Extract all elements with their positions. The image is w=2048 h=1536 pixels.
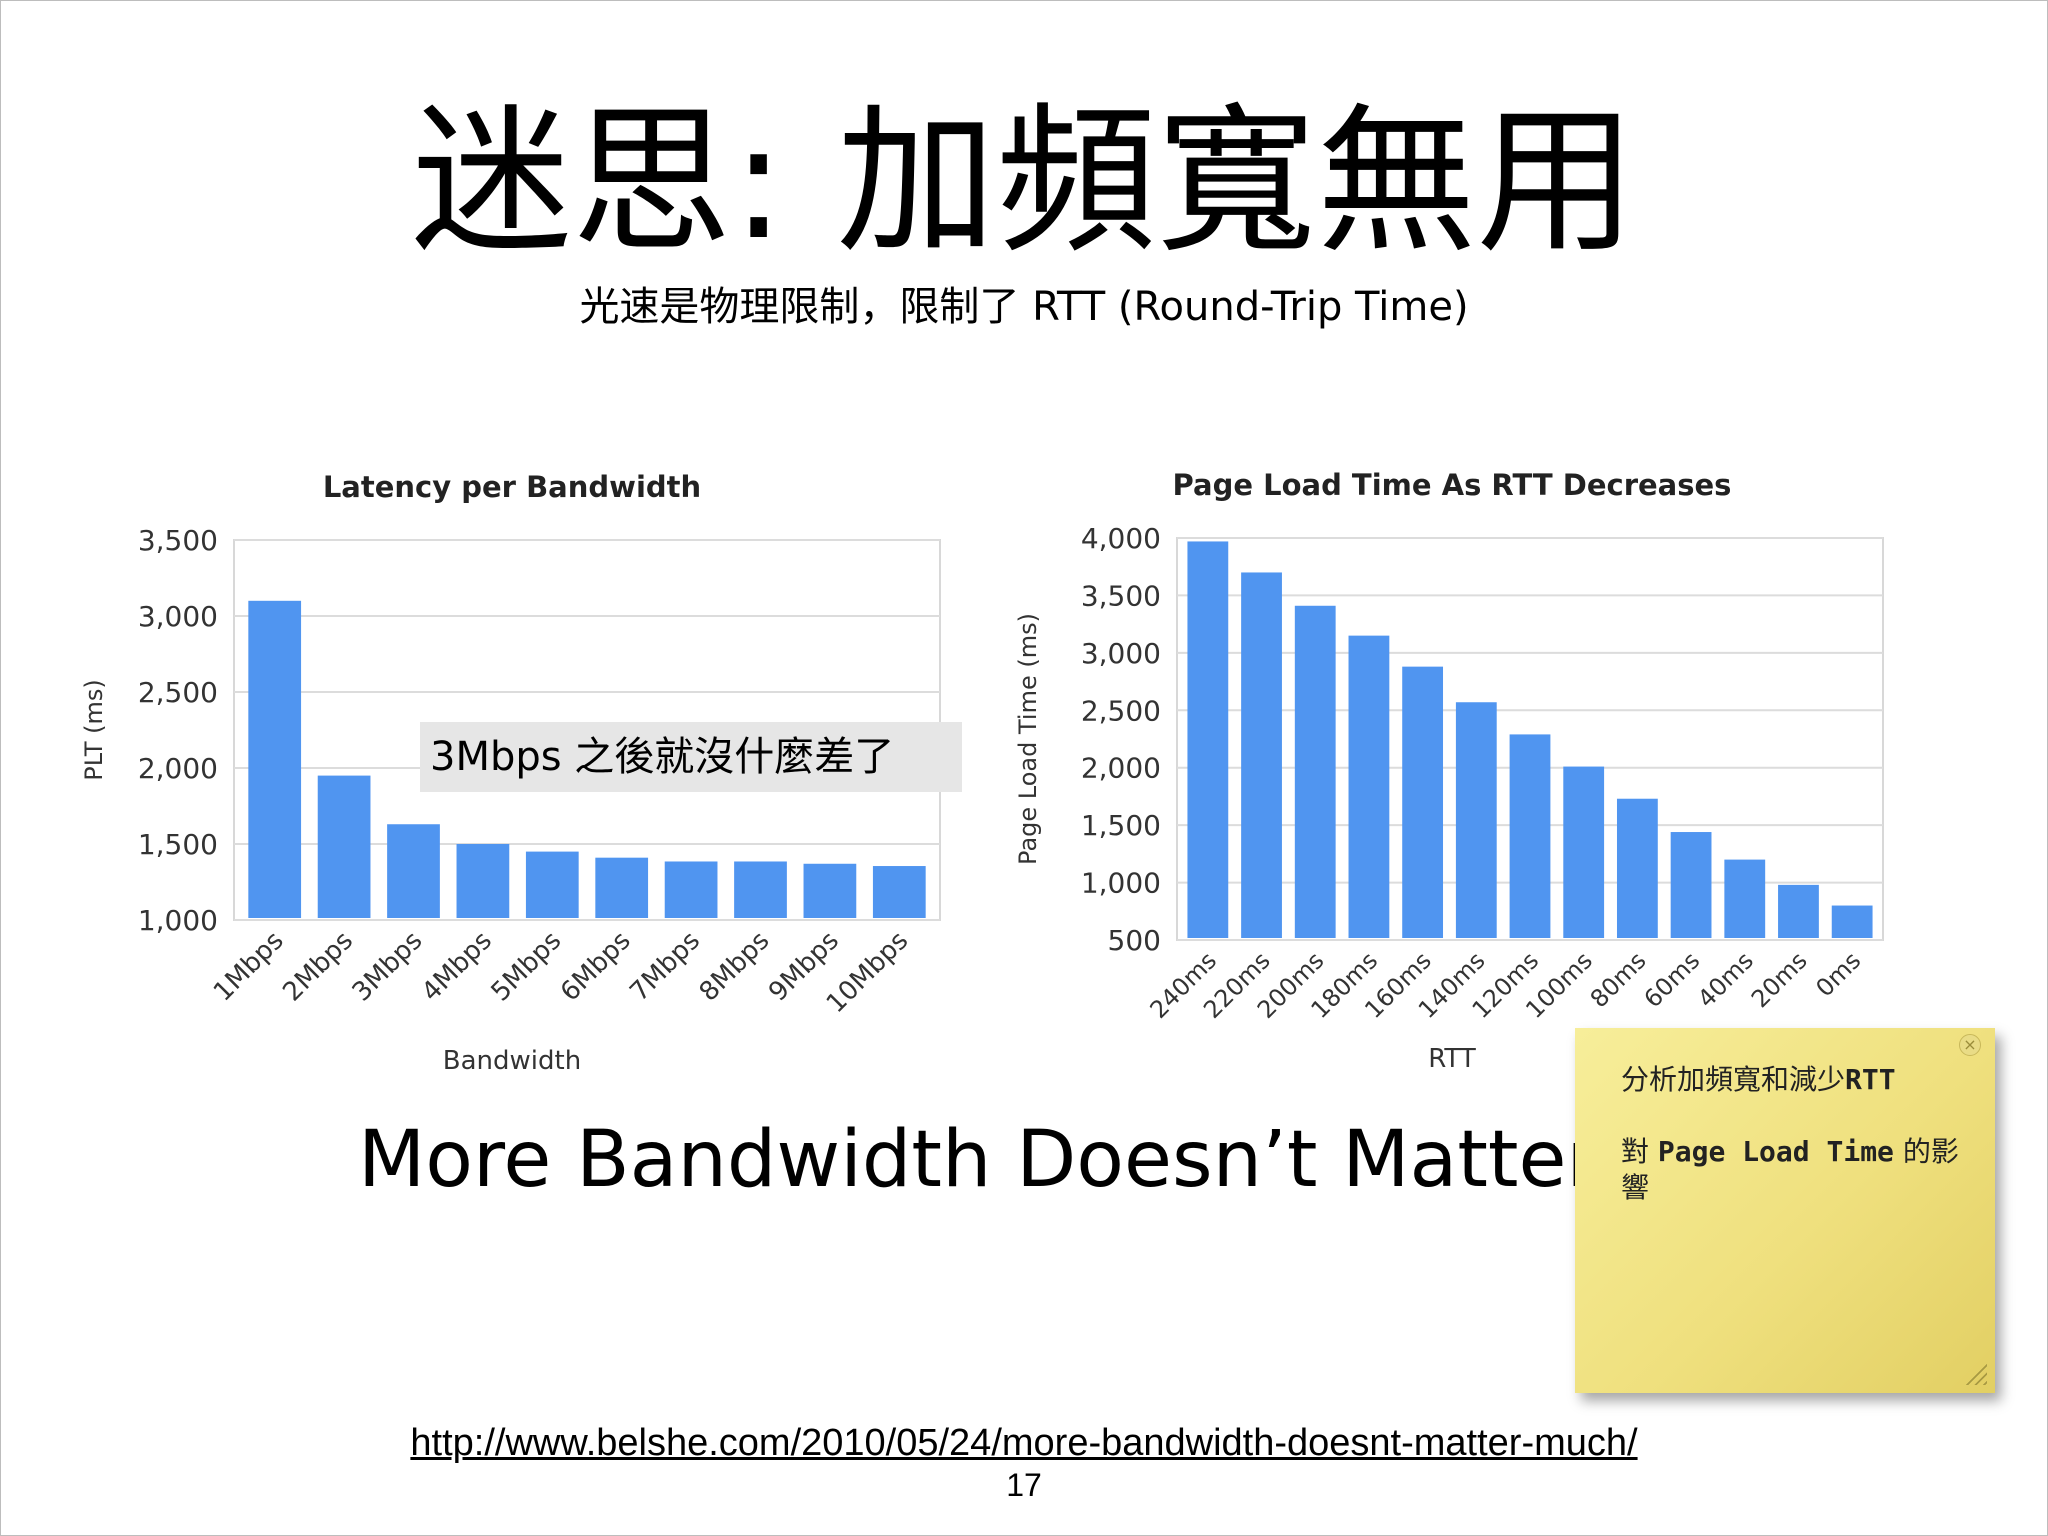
x-tick-label: 8Mbps <box>694 926 776 1008</box>
y-axis-label: Page Load Time (ms) <box>1015 613 1042 865</box>
headline-text: More Bandwidth Doesn’t Matter (M <box>358 1115 1722 1205</box>
x-axis-label: Bandwidth <box>443 1046 581 1076</box>
y-tick-label: 2,500 <box>138 676 218 709</box>
slide-subtitle: 光速是物理限制，限制了 RTT (Round-Trip Time) <box>579 284 1469 330</box>
bar-240ms <box>1187 541 1229 938</box>
bar-80ms <box>1616 798 1658 938</box>
y-tick-label: 1,000 <box>138 904 218 937</box>
bar-7Mbps <box>664 861 718 918</box>
close-icon[interactable]: × <box>1959 1034 1981 1056</box>
bar-5Mbps <box>525 851 579 918</box>
sticky-note-line2-bold: Page Load Time <box>1657 1135 1894 1168</box>
sticky-note-line1: 分析加頻寬和減少RTT <box>1621 1062 1965 1098</box>
x-tick-label: 2Mbps <box>277 926 359 1008</box>
bar-0ms <box>1831 905 1873 938</box>
x-tick-label: 40ms <box>1692 946 1759 1013</box>
sticky-note-line2-suffix: 的影響 <box>1621 1135 1959 1204</box>
y-tick-label: 1,500 <box>1081 809 1161 842</box>
bar-160ms <box>1402 666 1444 938</box>
x-tick-label: 7Mbps <box>624 926 706 1008</box>
y-tick-label: 3,500 <box>1081 579 1161 612</box>
x-tick-label: 0ms <box>1810 946 1866 1002</box>
x-tick-label: 5Mbps <box>486 926 568 1008</box>
x-axis-label: RTT <box>1428 1044 1476 1074</box>
y-tick-label: 500 <box>1108 924 1161 957</box>
x-tick-label: 80ms <box>1585 946 1652 1013</box>
bar-100ms <box>1563 766 1605 938</box>
sticky-note-line2-prefix: 對 <box>1621 1135 1658 1168</box>
sticky-note-line2: 對 Page Load Time 的影響 <box>1621 1134 1965 1206</box>
x-tick-label: 1Mbps <box>208 926 290 1008</box>
y-tick-label: 1,000 <box>1081 867 1161 900</box>
slide-title: 迷思: 加頻寬無用 <box>411 88 1637 275</box>
bar-9Mbps <box>803 863 857 918</box>
x-tick-label: 6Mbps <box>555 926 637 1008</box>
bar-40ms <box>1724 859 1766 938</box>
y-tick-label: 3,000 <box>1081 637 1161 670</box>
x-tick-label: 3Mbps <box>347 926 429 1008</box>
x-tick-label: 20ms <box>1746 946 1813 1013</box>
bar-140ms <box>1455 702 1497 938</box>
chart-title: Page Load Time As RTT Decreases <box>1173 468 1732 502</box>
sticky-note[interactable]: × 分析加頻寬和減少RTT 對 Page Load Time 的影響 <box>1575 1028 1995 1393</box>
bar-3Mbps <box>387 824 440 918</box>
y-tick-label: 2,000 <box>1081 752 1161 785</box>
bar-120ms <box>1509 734 1551 938</box>
y-axis-label: PLT (ms) <box>80 679 108 780</box>
bar-200ms <box>1294 605 1336 938</box>
x-tick-label: 4Mbps <box>416 926 498 1008</box>
y-tick-label: 4,000 <box>1081 522 1161 555</box>
bar-60ms <box>1670 832 1712 938</box>
y-tick-label: 1,500 <box>138 828 218 861</box>
bar-220ms <box>1241 572 1282 938</box>
bar-10Mbps <box>872 866 926 918</box>
bar-4Mbps <box>456 844 510 918</box>
page-number: 17 <box>1006 1467 1042 1503</box>
y-tick-label: 3,500 <box>138 524 218 557</box>
y-tick-label: 3,000 <box>138 600 218 633</box>
y-tick-label: 2,000 <box>138 752 218 785</box>
page-load-time-rtt-chart: 5001,0001,5002,0002,5003,0003,5004,00024… <box>1015 468 1884 1074</box>
latency-per-bandwidth-chart: 1,000 1,500 2,000 2,500 3,000 3,500 1Mbps2Mbps… <box>80 470 941 1076</box>
bar-180ms <box>1348 635 1390 938</box>
bar-6Mbps <box>595 857 649 918</box>
sticky-note-line1-text: 分析加頻寬和減少 <box>1621 1063 1846 1096</box>
annotation-box: 3Mbps 之後就沒什麼差了 <box>420 722 962 792</box>
bar-8Mbps <box>734 861 787 918</box>
sticky-note-line1-bold: RTT <box>1845 1063 1896 1096</box>
resize-grip-icon[interactable] <box>1965 1363 1987 1385</box>
chart-title: Latency per Bandwidth <box>323 470 701 504</box>
bar-2Mbps <box>317 775 371 918</box>
source-link[interactable]: http://www.belshe.com/2010/05/24/more-ba… <box>410 1422 1638 1464</box>
y-tick-label: 2,500 <box>1081 694 1161 727</box>
bar-1Mbps <box>248 600 302 918</box>
bar-20ms <box>1778 884 1819 938</box>
x-tick-label: 60ms <box>1639 946 1706 1013</box>
